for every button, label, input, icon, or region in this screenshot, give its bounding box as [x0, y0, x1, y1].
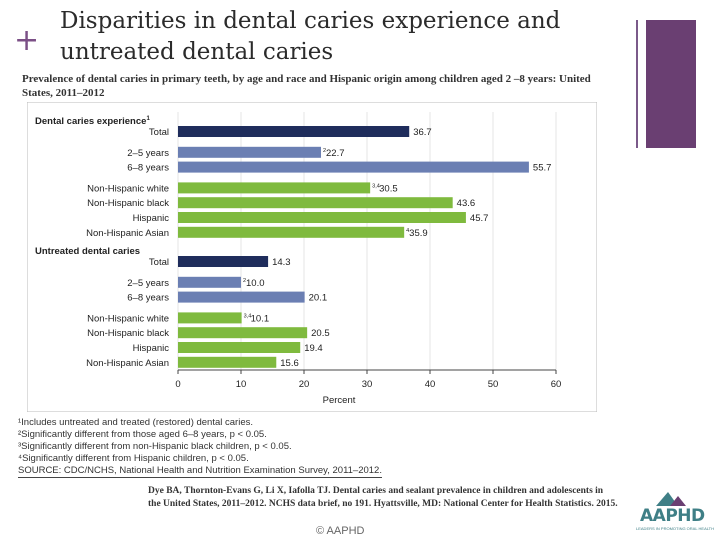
- slide-title: Disparities in dental caries experience …: [60, 6, 620, 68]
- category-label: Hispanic: [133, 213, 170, 224]
- bar: [178, 312, 242, 324]
- category-label: Non-Hispanic black: [87, 328, 169, 339]
- data-label: 43.6: [457, 198, 476, 209]
- decorative-line: [636, 20, 638, 148]
- aaphd-logo-icon: [656, 492, 686, 506]
- x-tick-label: 10: [236, 379, 247, 390]
- data-label: 36.7: [413, 127, 432, 138]
- bar: [178, 197, 453, 209]
- category-label: 2–5 years: [127, 148, 169, 159]
- category-label: 2–5 years: [127, 278, 169, 289]
- data-label: 22.7: [326, 148, 345, 159]
- footnote-3: ³Significantly different from non-Hispan…: [18, 441, 292, 452]
- category-label: Non-Hispanic black: [87, 198, 169, 209]
- significance-mark: 2: [323, 148, 326, 154]
- source-note: SOURCE: CDC/NCHS, National Health and Nu…: [18, 465, 382, 478]
- citation: Dye BA, Thornton-Evans G, Li X, Iafolla …: [148, 486, 618, 509]
- data-label: 30.5: [379, 183, 398, 194]
- x-tick-label: 30: [362, 379, 373, 390]
- significance-mark: 3,4: [244, 313, 252, 319]
- data-label: 35.9: [409, 228, 428, 239]
- bar: [178, 226, 405, 238]
- bar: [178, 276, 241, 288]
- data-label: 55.7: [533, 163, 552, 174]
- x-tick-label: 20: [299, 379, 310, 390]
- data-label: 45.7: [470, 213, 489, 224]
- category-label: Non-Hispanic white: [87, 183, 169, 194]
- category-label: 6–8 years: [127, 163, 169, 174]
- plus-icon: +: [14, 23, 40, 58]
- data-label: 15.6: [280, 358, 299, 369]
- footnotes: ¹Includes untreated and treated (restore…: [18, 417, 382, 478]
- category-label: 6–8 years: [127, 293, 169, 304]
- bar: [178, 212, 466, 223]
- significance-mark: 3,4: [372, 183, 380, 189]
- data-label: 14.3: [272, 257, 291, 268]
- data-label: 20.5: [311, 328, 330, 339]
- decorative-bar: [646, 20, 696, 148]
- bar: [178, 126, 410, 137]
- bar: [178, 291, 305, 303]
- slide-title-line1: Disparities in dental caries experience …: [60, 8, 561, 34]
- bar: [178, 327, 308, 339]
- category-label: Non-Hispanic Asian: [86, 358, 169, 369]
- category-label: Total: [149, 127, 169, 138]
- x-tick-label: 50: [488, 379, 499, 390]
- x-tick-label: 0: [175, 379, 180, 390]
- bar: [178, 161, 529, 173]
- data-label: 10.1: [251, 313, 270, 324]
- data-label: 10.0: [246, 278, 265, 289]
- bar: [178, 356, 277, 368]
- x-axis-label: Percent: [323, 395, 356, 406]
- logo-text: AAPHD: [640, 506, 705, 526]
- slide-title-line2: untreated dental caries: [60, 39, 334, 65]
- category-label: Hispanic: [133, 343, 170, 354]
- bar: [178, 182, 371, 194]
- bar: [178, 146, 322, 158]
- data-label: 20.1: [309, 293, 328, 304]
- logo-tagline: LEADERS IN PROMOTING ORAL HEALTH: [636, 526, 715, 531]
- significance-mark: 2: [243, 278, 246, 284]
- group-heading: Untreated dental caries: [35, 246, 140, 257]
- bar: [178, 256, 269, 267]
- category-label: Non-Hispanic Asian: [86, 228, 169, 239]
- footnote-4: ⁴Significantly different from Hispanic c…: [18, 453, 249, 464]
- chart-frame: Dental caries experience1 Total 36.7 2–5 ye…: [27, 102, 597, 412]
- chart-subtitle: Prevalence of dental caries in primary t…: [22, 73, 591, 99]
- data-label: 19.4: [304, 343, 323, 354]
- x-tick-label: 40: [425, 379, 436, 390]
- category-label: Non-Hispanic white: [87, 313, 169, 324]
- group-heading: Dental caries experience1: [35, 116, 150, 127]
- footnote-1: ¹Includes untreated and treated (restore…: [18, 417, 253, 428]
- footnote-2: ²Significantly different from those aged…: [18, 429, 267, 440]
- bar: [178, 342, 301, 353]
- category-label: Total: [149, 257, 169, 268]
- copyright: © AAPHD: [316, 525, 365, 537]
- x-tick-label: 60: [551, 379, 562, 390]
- significance-mark: 4: [406, 228, 409, 234]
